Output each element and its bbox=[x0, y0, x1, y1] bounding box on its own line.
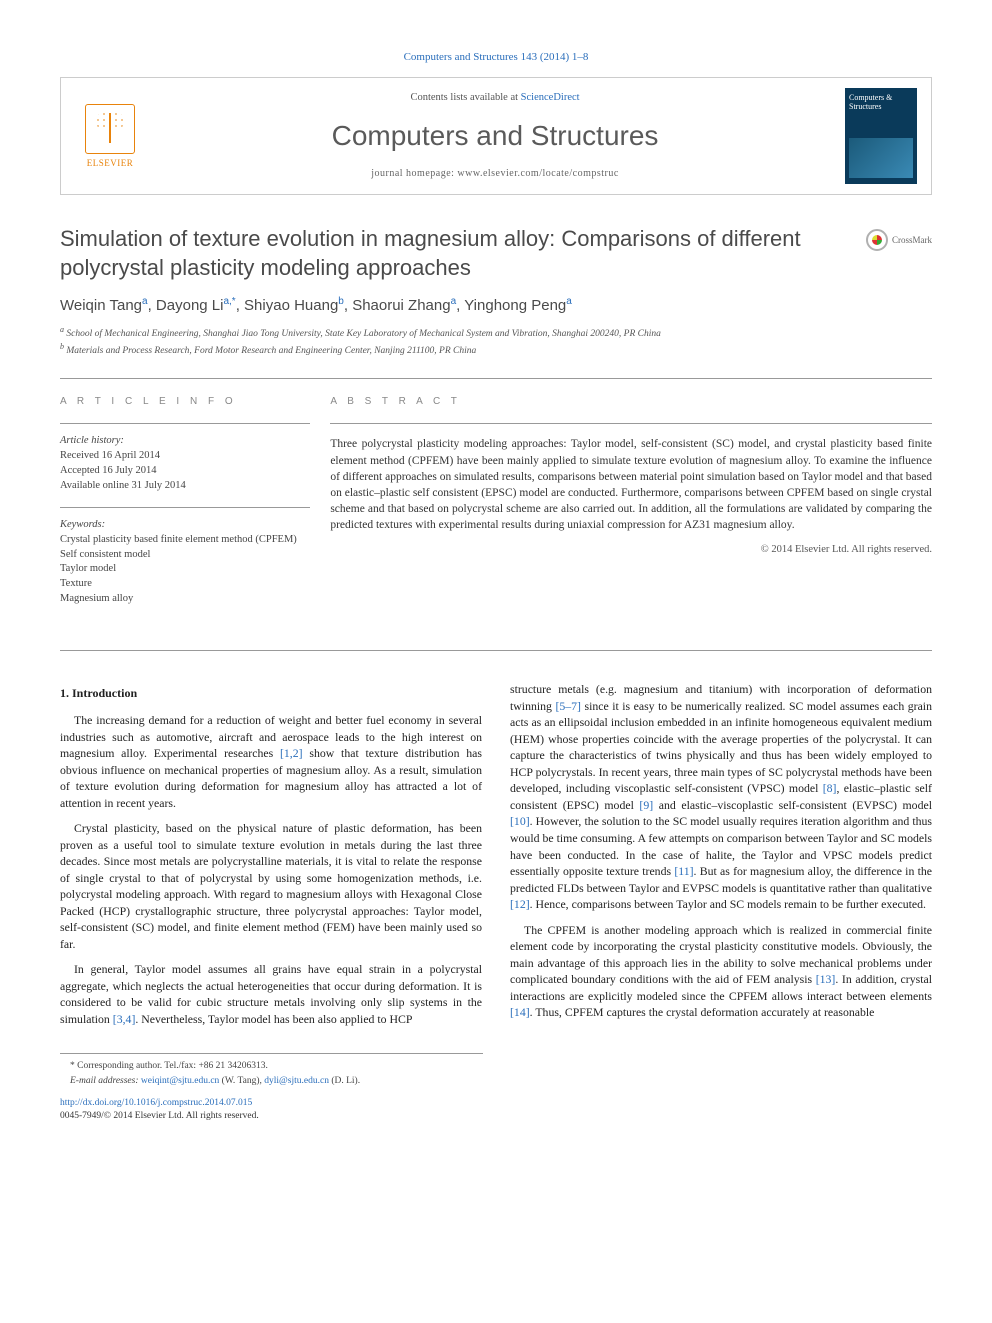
email-line: E-mail addresses: weiqint@sjtu.edu.cn (W… bbox=[60, 1075, 483, 1088]
author-sup[interactable]: a,* bbox=[223, 296, 235, 307]
ref-link[interactable]: [13] bbox=[816, 972, 836, 986]
ref-link[interactable]: [5–7] bbox=[555, 699, 581, 713]
keyword: Magnesium alloy bbox=[60, 592, 310, 607]
abstract-label: A B S T R A C T bbox=[330, 395, 932, 409]
homepage-url[interactable]: www.elsevier.com/locate/compstruc bbox=[457, 168, 618, 179]
keyword: Crystal plasticity based finite element … bbox=[60, 533, 310, 548]
sciencedirect-link[interactable]: ScienceDirect bbox=[521, 92, 580, 103]
article-history: Article history: Received 16 April 2014 … bbox=[60, 423, 310, 493]
email-who: (D. Li). bbox=[329, 1076, 360, 1086]
journal-name: Computers and Structures bbox=[165, 116, 825, 155]
keywords-title: Keywords: bbox=[60, 518, 310, 533]
ref-link[interactable]: [8] bbox=[823, 781, 837, 795]
history-received: Received 16 April 2014 bbox=[60, 449, 310, 464]
paragraph: The increasing demand for a reduction of… bbox=[60, 712, 482, 811]
homepage-line: journal homepage: www.elsevier.com/locat… bbox=[165, 167, 825, 181]
journal-header: ELSEVIER Contents lists available at Sci… bbox=[60, 77, 932, 195]
page: Computers and Structures 143 (2014) 1–8 … bbox=[0, 0, 992, 1163]
author-sup[interactable]: b bbox=[338, 296, 344, 307]
ref-link[interactable]: [11] bbox=[674, 864, 693, 878]
citation-line: Computers and Structures 143 (2014) 1–8 bbox=[60, 50, 932, 65]
email-link[interactable]: dyli@sjtu.edu.cn bbox=[264, 1076, 329, 1086]
article-title: Simulation of texture evolution in magne… bbox=[60, 225, 932, 282]
keywords-block: Keywords: Crystal plasticity based finit… bbox=[60, 507, 310, 606]
author-sup[interactable]: a bbox=[142, 296, 148, 307]
journal-cover-thumb: Computers & Structures bbox=[845, 88, 917, 184]
author: Weiqin Tang bbox=[60, 297, 142, 314]
paragraph: Crystal plasticity, based on the physica… bbox=[60, 820, 482, 952]
ref-link[interactable]: [9] bbox=[639, 798, 653, 812]
crossmark-icon bbox=[866, 229, 888, 251]
cover-thumb-image bbox=[849, 138, 913, 178]
article-head: CrossMark Simulation of texture evolutio… bbox=[60, 225, 932, 358]
paragraph: In general, Taylor model assumes all gra… bbox=[60, 961, 482, 1027]
crossmark-label: CrossMark bbox=[892, 234, 932, 247]
ref-link[interactable]: [3,4] bbox=[113, 1012, 136, 1026]
info-abstract-row: A R T I C L E I N F O Article history: R… bbox=[60, 378, 932, 651]
doi-block: http://dx.doi.org/10.1016/j.compstruc.20… bbox=[60, 1097, 932, 1124]
paragraph: The CPFEM is another modeling approach w… bbox=[510, 922, 932, 1021]
publisher-logo: ELSEVIER bbox=[75, 96, 145, 176]
abstract-col: A B S T R A C T Three polycrystal plasti… bbox=[330, 379, 932, 636]
affiliation-a: a School of Mechanical Engineering, Shan… bbox=[60, 324, 932, 341]
article-info-label: A R T I C L E I N F O bbox=[60, 395, 310, 409]
doi-link[interactable]: http://dx.doi.org/10.1016/j.compstruc.20… bbox=[60, 1098, 252, 1108]
contents-pre: Contents lists available at bbox=[410, 92, 520, 103]
body-text: 1. Introduction The increasing demand fo… bbox=[60, 681, 932, 1033]
publisher-name: ELSEVIER bbox=[87, 157, 134, 170]
abstract-copyright: © 2014 Elsevier Ltd. All rights reserved… bbox=[330, 543, 932, 558]
ref-link[interactable]: [10] bbox=[510, 814, 530, 828]
crossmark-badge[interactable]: CrossMark bbox=[866, 229, 932, 251]
homepage-pre: journal homepage: bbox=[371, 168, 457, 179]
intro-heading: 1. Introduction bbox=[60, 685, 482, 702]
email-link[interactable]: weiqint@sjtu.edu.cn bbox=[141, 1076, 219, 1086]
contents-available-line: Contents lists available at ScienceDirec… bbox=[165, 91, 825, 106]
history-accepted: Accepted 16 July 2014 bbox=[60, 464, 310, 479]
keyword: Taylor model bbox=[60, 562, 310, 577]
email-label: E-mail addresses: bbox=[70, 1076, 141, 1086]
author: Dayong Li bbox=[156, 297, 224, 314]
affiliation-b: b Materials and Process Research, Ford M… bbox=[60, 341, 932, 358]
ref-link[interactable]: [12] bbox=[510, 897, 530, 911]
article-info: A R T I C L E I N F O Article history: R… bbox=[60, 379, 330, 636]
author-list: Weiqin Tanga, Dayong Lia,*, Shiyao Huang… bbox=[60, 295, 932, 316]
ref-link[interactable]: [14] bbox=[510, 1005, 530, 1019]
keyword: Texture bbox=[60, 577, 310, 592]
ref-link[interactable]: [1,2] bbox=[280, 746, 303, 760]
cover-thumb-title: Computers & Structures bbox=[849, 94, 913, 112]
history-online: Available online 31 July 2014 bbox=[60, 479, 310, 494]
citation-link[interactable]: Computers and Structures 143 (2014) 1–8 bbox=[404, 51, 589, 63]
author: Shiyao Huang bbox=[244, 297, 338, 314]
history-title: Article history: bbox=[60, 434, 310, 449]
paragraph: structure metals (e.g. magnesium and tit… bbox=[510, 681, 932, 912]
abstract-text: Three polycrystal plasticity modeling ap… bbox=[330, 423, 932, 533]
corresponding-author: * Corresponding author. Tel./fax: +86 21… bbox=[60, 1060, 483, 1073]
keyword: Self consistent model bbox=[60, 548, 310, 563]
footnotes: * Corresponding author. Tel./fax: +86 21… bbox=[60, 1053, 483, 1089]
issn-line: 0045-7949/© 2014 Elsevier Ltd. All right… bbox=[60, 1110, 932, 1123]
author: Shaorui Zhang bbox=[352, 297, 450, 314]
elsevier-tree-icon bbox=[85, 104, 135, 154]
author-sup[interactable]: a bbox=[566, 296, 572, 307]
header-center: Contents lists available at ScienceDirec… bbox=[165, 91, 825, 181]
email-who: (W. Tang), bbox=[219, 1076, 264, 1086]
author-sup[interactable]: a bbox=[451, 296, 457, 307]
author: Yinghong Peng bbox=[464, 297, 566, 314]
